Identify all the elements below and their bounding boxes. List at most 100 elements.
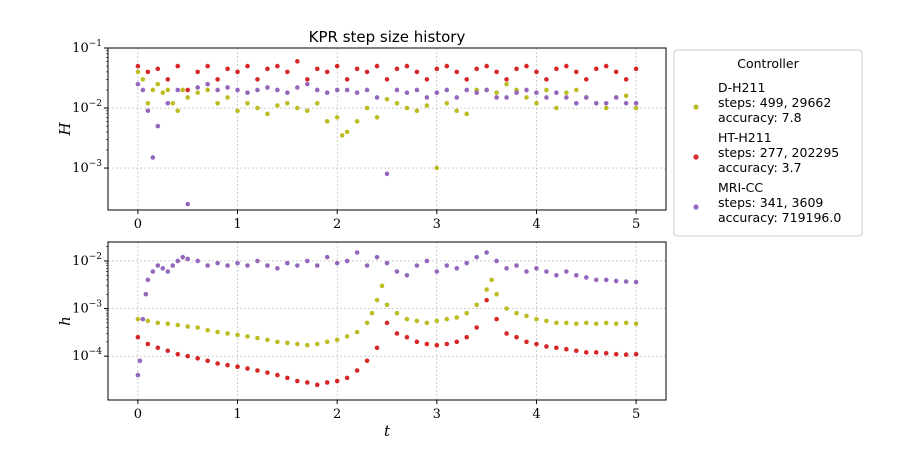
data-point-mri-cc (534, 90, 539, 95)
data-point-mri-cc (324, 90, 330, 95)
data-point-d-h211 (494, 90, 499, 95)
data-point-mri-cc (255, 258, 260, 264)
data-point-d-h211 (424, 103, 430, 108)
top-plot-frame (107, 47, 667, 211)
data-point-ht-h211 (165, 348, 171, 354)
data-point-d-h211 (165, 321, 171, 327)
data-point-mri-cc (354, 90, 360, 95)
data-point-d-h211 (155, 320, 161, 326)
data-point-ht-h211 (404, 63, 410, 69)
data-point-d-h211 (534, 100, 539, 106)
data-point-ht-h211 (145, 69, 151, 75)
data-point-d-h211 (175, 108, 181, 114)
data-point-d-h211 (524, 313, 529, 319)
data-point-d-h211 (195, 325, 200, 330)
data-point-d-h211 (145, 318, 151, 324)
y-tick-label: 10−2 (72, 252, 102, 269)
data-point-mri-cc (574, 272, 579, 278)
data-point-mri-cc (304, 258, 310, 264)
data-point-mri-cc (414, 263, 420, 268)
data-point-d-h211 (504, 81, 509, 87)
data-point-mri-cc (205, 263, 210, 268)
data-point-ht-h211 (384, 77, 390, 82)
data-point-mri-cc (354, 250, 360, 255)
data-point-mri-cc (454, 95, 460, 100)
data-point-d-h211 (564, 90, 569, 95)
data-point-mri-cc (544, 95, 549, 100)
data-point-mri-cc (137, 358, 143, 364)
data-point-mri-cc (414, 87, 420, 93)
data-point-d-h211 (574, 87, 579, 93)
data-point-ht-h211 (185, 87, 191, 93)
data-point-mri-cc (514, 90, 519, 95)
x-tick-label: 0 (134, 407, 142, 422)
data-point-mri-cc (150, 269, 156, 274)
data-point-ht-h211 (524, 339, 529, 345)
data-point-mri-cc (564, 95, 569, 100)
data-point-d-h211 (324, 119, 330, 124)
y-tick-label: 10−3 (72, 300, 102, 317)
data-point-d-h211 (334, 115, 340, 120)
data-point-ht-h211 (633, 66, 639, 72)
data-point-d-h211 (334, 337, 340, 343)
data-point-d-h211 (394, 100, 400, 106)
data-point-ht-h211 (514, 66, 519, 72)
data-point-mri-cc (424, 258, 430, 264)
x-tick-label: 1 (233, 407, 241, 422)
data-point-ht-h211 (195, 69, 200, 75)
data-point-d-h211 (374, 115, 380, 120)
data-point-d-h211 (554, 105, 559, 111)
legend-entry-line: steps: 341, 3609 (718, 195, 823, 210)
data-point-mri-cc (175, 87, 181, 93)
x-tick-label: 3 (433, 217, 441, 232)
data-point-ht-h211 (424, 77, 430, 82)
data-point-d-h211 (583, 320, 589, 326)
data-point-ht-h211 (205, 63, 210, 69)
data-point-mri-cc (603, 277, 609, 283)
y-tick-label: 10−2 (72, 99, 102, 116)
data-point-d-h211 (235, 332, 240, 338)
data-point-mri-cc (524, 87, 529, 93)
data-point-ht-h211 (384, 320, 390, 326)
data-point-d-h211 (225, 95, 230, 100)
data-point-mri-cc (564, 269, 569, 274)
data-point-mri-cc (593, 100, 599, 106)
data-point-mri-cc (145, 277, 151, 283)
data-point-mri-cc (265, 85, 270, 90)
top-plot-background (108, 48, 666, 210)
data-point-ht-h211 (235, 69, 240, 75)
data-point-ht-h211 (464, 77, 470, 82)
data-point-d-h211 (255, 105, 260, 111)
data-point-ht-h211 (255, 77, 260, 82)
data-point-ht-h211 (434, 342, 440, 348)
data-point-mri-cc (334, 87, 340, 93)
data-point-ht-h211 (285, 375, 290, 381)
data-point-mri-cc (494, 95, 499, 100)
data-point-mri-cc (583, 275, 589, 280)
data-point-mri-cc (255, 87, 260, 93)
data-point-ht-h211 (394, 66, 400, 72)
data-point-ht-h211 (135, 63, 141, 69)
data-point-mri-cc (444, 263, 450, 268)
data-point-mri-cc (613, 95, 619, 100)
data-point-ht-h211 (534, 341, 539, 347)
data-point-d-h211 (339, 133, 345, 138)
data-point-ht-h211 (175, 351, 181, 357)
data-point-mri-cc (205, 81, 210, 87)
data-point-mri-cc (334, 260, 340, 266)
data-point-mri-cc (534, 266, 539, 271)
data-point-d-h211 (534, 316, 539, 322)
data-point-ht-h211 (304, 380, 310, 385)
data-point-d-h211 (265, 111, 270, 117)
data-point-d-h211 (175, 322, 181, 328)
data-point-d-h211 (275, 103, 280, 108)
data-point-mri-cc (394, 87, 400, 93)
data-point-mri-cc (464, 87, 470, 93)
data-point-ht-h211 (314, 382, 320, 388)
data-point-ht-h211 (564, 63, 569, 69)
data-point-d-h211 (444, 316, 450, 322)
data-point-mri-cc (344, 87, 350, 93)
data-point-mri-cc (603, 100, 609, 106)
x-tick-label: 1 (233, 217, 241, 232)
data-point-mri-cc (235, 87, 240, 93)
